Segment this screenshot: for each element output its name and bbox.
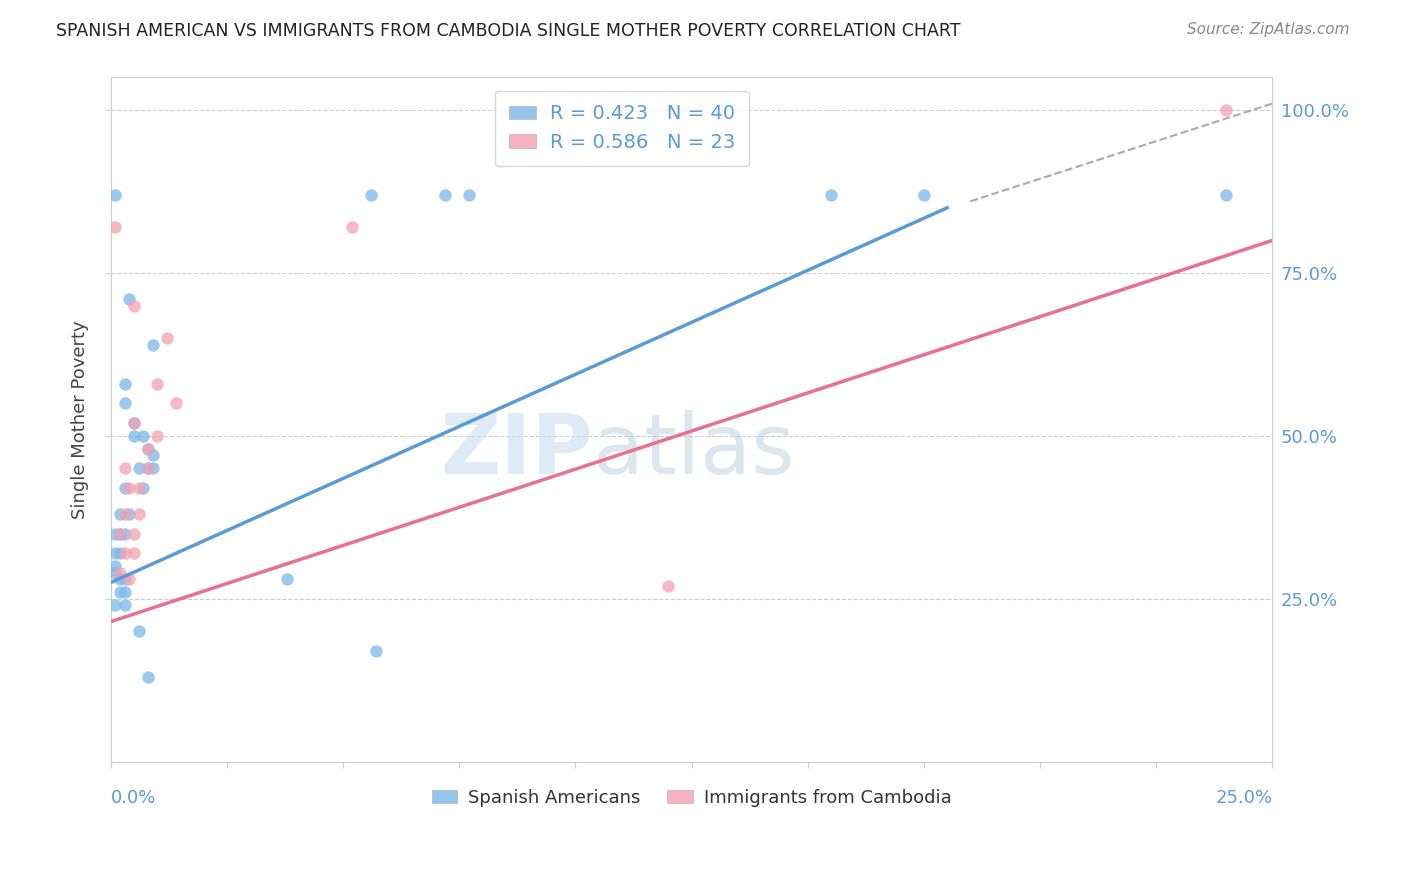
Point: [114, 526, 136, 541]
Point: [165, 396, 187, 410]
Point: [122, 416, 145, 430]
Point: [118, 572, 141, 586]
Point: [122, 429, 145, 443]
Point: [104, 526, 127, 541]
Point: [434, 187, 457, 202]
Point: [342, 220, 364, 235]
Point: [146, 429, 169, 443]
Point: [114, 461, 136, 475]
Point: [128, 461, 150, 475]
Point: [114, 572, 136, 586]
Point: [108, 566, 131, 580]
Point: [114, 396, 136, 410]
Point: [128, 507, 150, 521]
Point: [118, 507, 141, 521]
Point: [122, 546, 145, 560]
Point: [108, 526, 131, 541]
Point: [364, 644, 387, 658]
Text: 0.0%: 0.0%: [111, 789, 156, 807]
Point: [114, 507, 136, 521]
Point: [104, 559, 127, 574]
Point: [1215, 103, 1237, 117]
Point: [360, 187, 382, 202]
Point: [104, 220, 127, 235]
Point: [136, 461, 159, 475]
Point: [146, 376, 169, 391]
Point: [142, 461, 165, 475]
Text: SPANISH AMERICAN VS IMMIGRANTS FROM CAMBODIA SINGLE MOTHER POVERTY CORRELATION C: SPANISH AMERICAN VS IMMIGRANTS FROM CAMB…: [56, 22, 960, 40]
Point: [104, 187, 127, 202]
Point: [108, 585, 131, 599]
Point: [108, 507, 131, 521]
Point: [114, 376, 136, 391]
Point: [104, 566, 127, 580]
Point: [108, 572, 131, 586]
Point: [912, 187, 935, 202]
Point: [1215, 187, 1237, 202]
Point: [122, 416, 145, 430]
Point: [114, 599, 136, 613]
Point: [132, 481, 155, 495]
Text: ZIP: ZIP: [440, 410, 593, 491]
Point: [104, 599, 127, 613]
Point: [142, 337, 165, 351]
Point: [136, 461, 159, 475]
Point: [136, 670, 159, 684]
Point: [132, 429, 155, 443]
Y-axis label: Single Mother Poverty: Single Mother Poverty: [72, 320, 89, 519]
Point: [128, 624, 150, 639]
Point: [155, 331, 177, 345]
Legend: Spanish Americans, Immigrants from Cambodia: Spanish Americans, Immigrants from Cambo…: [425, 782, 959, 814]
Point: [136, 442, 159, 456]
Point: [142, 449, 165, 463]
Point: [122, 299, 145, 313]
Point: [114, 546, 136, 560]
Text: Source: ZipAtlas.com: Source: ZipAtlas.com: [1187, 22, 1350, 37]
Point: [122, 526, 145, 541]
Point: [114, 481, 136, 495]
Point: [104, 546, 127, 560]
Point: [114, 585, 136, 599]
Point: [820, 187, 842, 202]
Point: [276, 572, 298, 586]
Point: [657, 579, 679, 593]
Point: [457, 187, 479, 202]
Point: [136, 442, 159, 456]
Point: [128, 481, 150, 495]
Point: [108, 526, 131, 541]
Text: 25.0%: 25.0%: [1215, 789, 1272, 807]
Point: [108, 546, 131, 560]
Point: [118, 292, 141, 306]
Point: [118, 481, 141, 495]
Text: atlas: atlas: [593, 410, 794, 491]
